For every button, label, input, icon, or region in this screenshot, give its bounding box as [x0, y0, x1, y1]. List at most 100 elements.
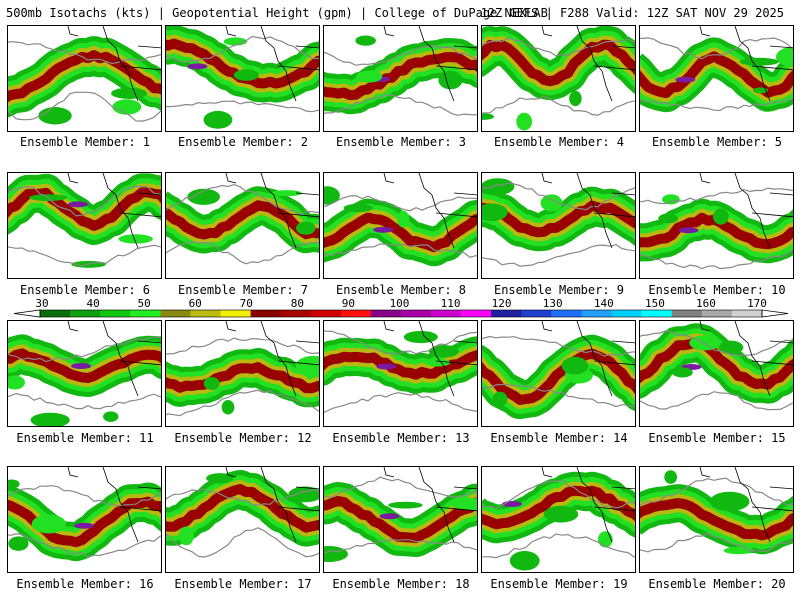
- ensemble-map-3: [323, 25, 478, 132]
- wind-patch: [32, 515, 66, 534]
- wind-patch: [569, 91, 582, 106]
- member-caption: Ensemble Member: 8: [322, 283, 480, 297]
- colorbar-swatch: [431, 310, 461, 317]
- member-caption: Ensemble Member: 16: [6, 577, 164, 591]
- wind-patch: [404, 331, 438, 343]
- wind-patch: [111, 88, 147, 99]
- wind-patch: [438, 71, 462, 90]
- wind-patch: [324, 546, 348, 562]
- member-caption: Ensemble Member: 9: [480, 283, 638, 297]
- wind-patch: [234, 69, 259, 80]
- ensemble-map-4: [481, 25, 636, 132]
- colorbar-swatch: [672, 310, 702, 317]
- wind-patch: [356, 71, 382, 83]
- wind-patch: [658, 213, 678, 223]
- wind-patch: [8, 479, 20, 488]
- chart-title: 500mb Isotachs (kts) | Geopotential Heig…: [6, 6, 548, 20]
- wind-patch: [112, 99, 141, 114]
- wind-patch: [397, 211, 409, 228]
- colorbar-label: 150: [640, 298, 670, 310]
- wind-core-110kt: [71, 363, 91, 369]
- wind-patch: [324, 186, 340, 204]
- colorbar-swatch: [642, 310, 672, 317]
- colorbar-label: 30: [27, 298, 57, 310]
- wind-core-110kt: [376, 364, 396, 370]
- colorbar-swatch: [371, 310, 401, 317]
- colorbar-right-arrow: [762, 310, 788, 317]
- colorbar-swatch: [40, 310, 70, 317]
- wind-patch: [740, 58, 779, 66]
- colorbar-label: 80: [282, 298, 312, 310]
- wind-core-110kt: [74, 523, 94, 529]
- height-contour: [324, 393, 478, 416]
- colorbar-swatch: [341, 310, 371, 317]
- ensemble-map-15: [639, 320, 794, 427]
- colorbar-label: 50: [129, 298, 159, 310]
- colorbar-swatch: [100, 310, 130, 317]
- ensemble-map-16: [7, 466, 162, 573]
- ensemble-map-6: [7, 172, 162, 279]
- colorbar-swatch: [221, 310, 251, 317]
- ensemble-map-8: [323, 172, 478, 279]
- wind-patch: [776, 47, 794, 66]
- wind-patch: [562, 357, 589, 375]
- member-caption: Ensemble Member: 13: [322, 431, 480, 445]
- wind-patch: [8, 375, 25, 389]
- ensemble-map-13: [323, 320, 478, 427]
- wind-core-110kt: [379, 513, 399, 519]
- member-caption: Ensemble Member: 15: [638, 431, 796, 445]
- colorbar-swatch: [70, 310, 100, 317]
- ensemble-map-7: [165, 172, 320, 279]
- colorbar-label: 110: [436, 298, 466, 310]
- wind-patch: [718, 341, 743, 355]
- ensemble-map-20: [639, 466, 794, 573]
- height-contour: [482, 97, 636, 116]
- height-contour: [166, 101, 320, 114]
- wind-patch: [344, 204, 373, 212]
- wind-patch: [355, 35, 376, 45]
- colorbar-label: 130: [538, 298, 568, 310]
- wind-patch: [31, 413, 70, 427]
- wind-patch: [664, 470, 677, 484]
- wind-patch: [38, 107, 72, 124]
- colorbar-label: 170: [742, 298, 772, 310]
- wind-patch: [296, 221, 316, 234]
- colorbar-swatch: [521, 310, 551, 317]
- colorbar-swatch: [160, 310, 190, 317]
- colorbar-swatch: [702, 310, 732, 317]
- ensemble-map-17: [165, 466, 320, 573]
- wind-patch: [388, 502, 423, 509]
- ensemble-map-9: [481, 172, 636, 279]
- wind-patch: [424, 359, 450, 367]
- wind-patch: [204, 377, 220, 390]
- wind-patch: [516, 113, 532, 131]
- member-caption: Ensemble Member: 20: [638, 577, 796, 591]
- wind-patch: [482, 113, 494, 120]
- member-caption: Ensemble Member: 18: [322, 577, 480, 591]
- colorbar-swatch: [491, 310, 521, 317]
- wind-patch: [672, 367, 693, 377]
- ensemble-map-12: [165, 320, 320, 427]
- run-valid-time: 12Z GEFS | F288 Valid: 12Z SAT NOV 29 20…: [481, 6, 784, 20]
- member-caption: Ensemble Member: 14: [480, 431, 638, 445]
- member-caption: Ensemble Member: 10: [638, 283, 796, 297]
- colorbar-swatch: [401, 310, 431, 317]
- colorbar-label: 40: [78, 298, 108, 310]
- wind-patch: [103, 411, 118, 422]
- colorbar-left-arrow: [14, 310, 40, 317]
- member-caption: Ensemble Member: 17: [164, 577, 322, 591]
- member-caption: Ensemble Member: 6: [6, 283, 164, 297]
- member-caption: Ensemble Member: 3: [322, 135, 480, 149]
- member-caption: Ensemble Member: 12: [164, 431, 322, 445]
- ensemble-map-2: [165, 25, 320, 132]
- colorbar-swatch: [281, 310, 311, 317]
- ensemble-map-1: [7, 25, 162, 132]
- wind-patch: [544, 506, 578, 523]
- wind-patch: [662, 194, 680, 204]
- wind-core-110kt: [675, 77, 695, 83]
- ensemble-map-19: [481, 466, 636, 573]
- colorbar-label: 120: [487, 298, 517, 310]
- member-caption: Ensemble Member: 5: [638, 135, 796, 149]
- wind-patch: [206, 473, 233, 483]
- ensemble-map-18: [323, 466, 478, 573]
